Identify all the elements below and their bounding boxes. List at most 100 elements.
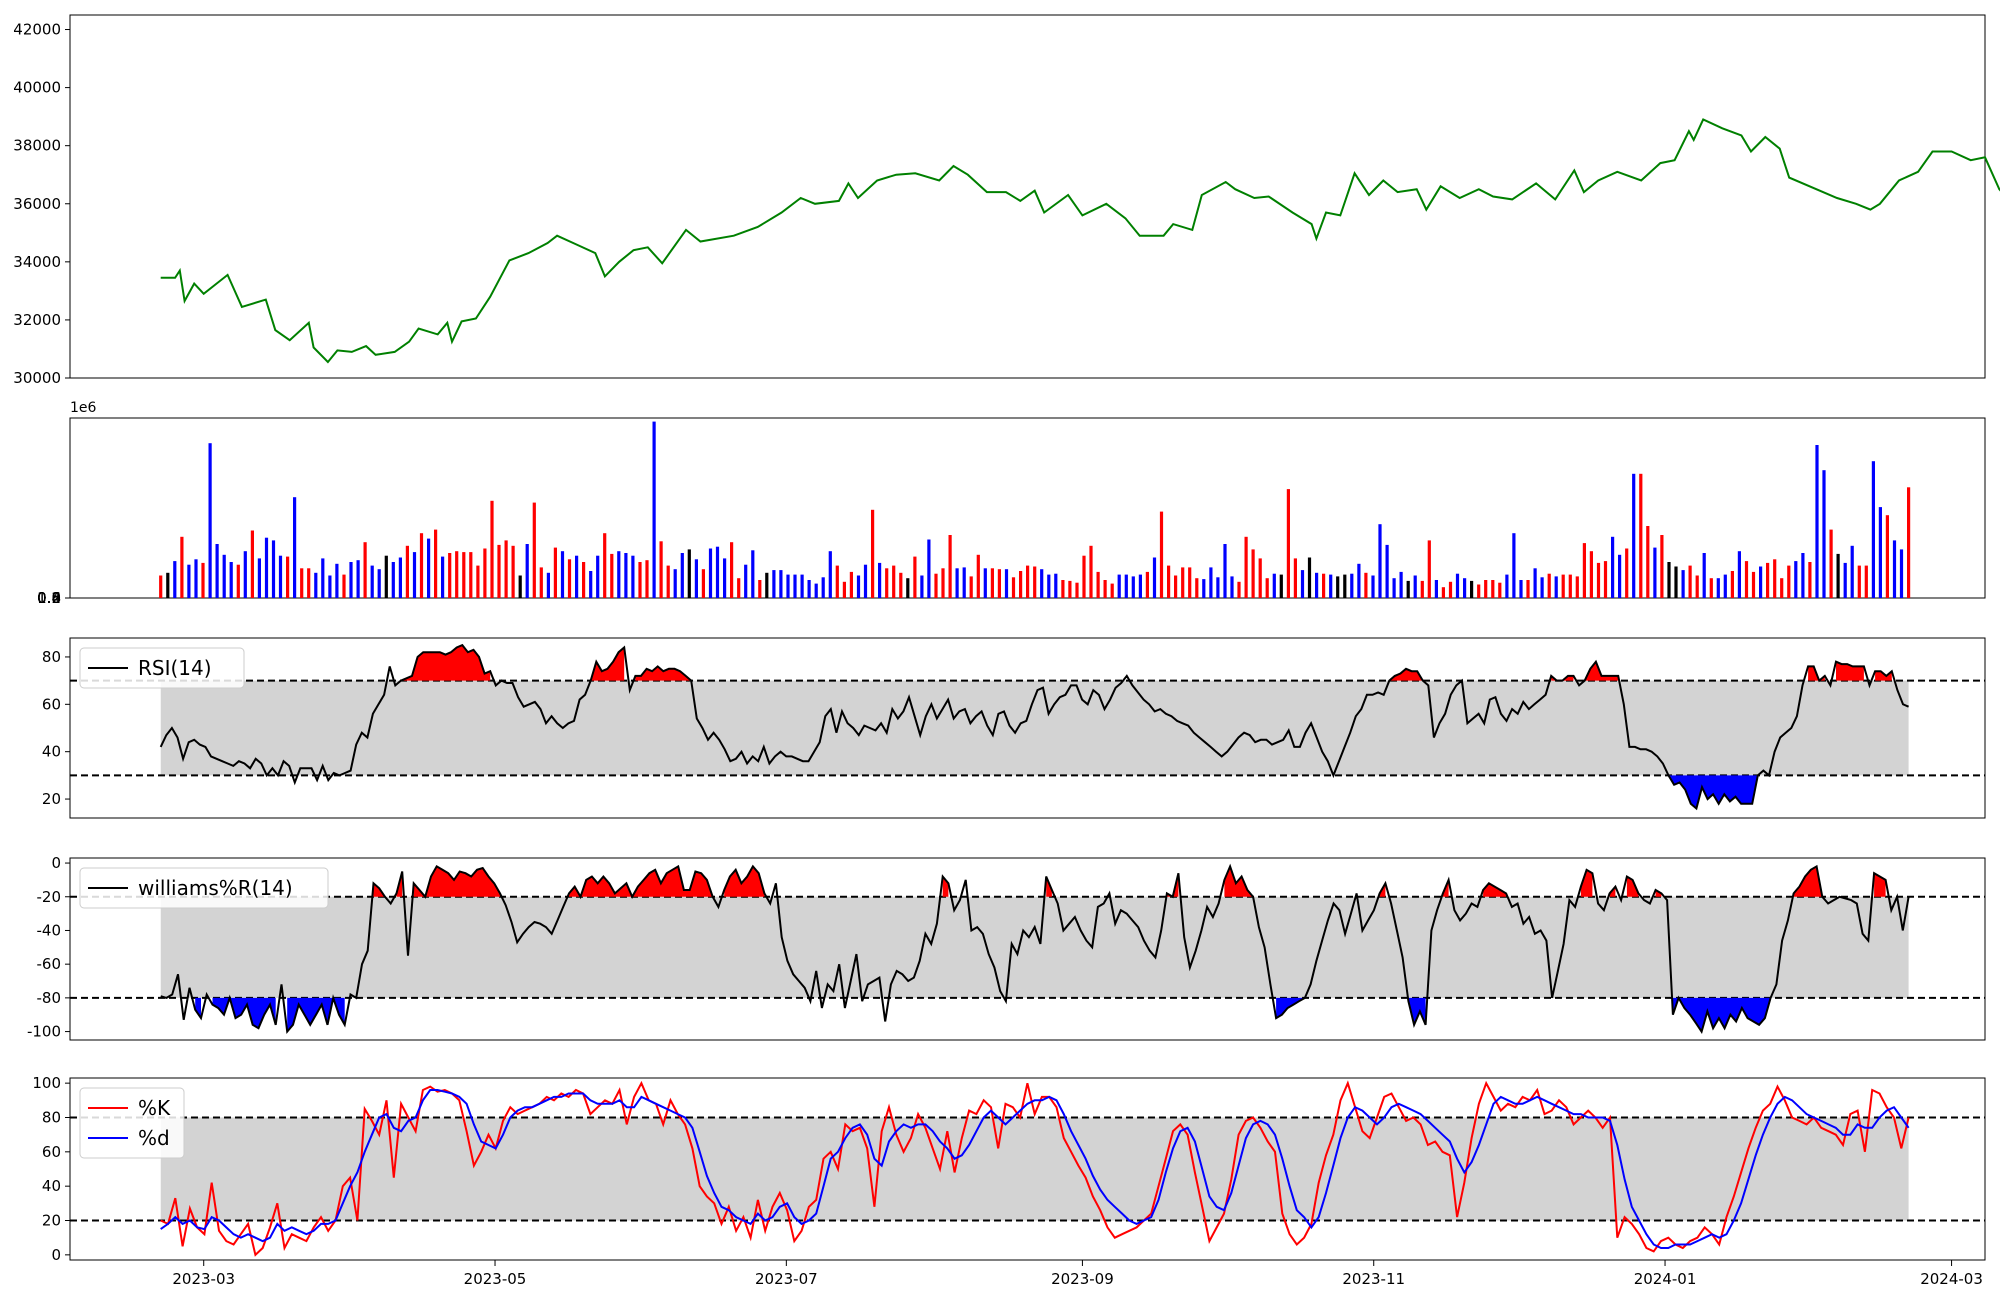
volume-bar [1723,574,1727,598]
volume-bar [1751,571,1756,598]
rsi-overbought-fill [635,666,692,681]
x-tick-label: 2023-03 [172,1270,235,1288]
volume-bar [1315,572,1319,598]
volume-bar [941,568,945,598]
volume-bar [920,575,924,598]
volume-bar [293,497,297,598]
volume-bar [800,574,804,598]
volume-bar [892,565,896,598]
volume-bar [871,509,875,598]
volume-bar [1385,544,1389,598]
volume-bar [1787,565,1791,598]
volume-bar [1145,571,1149,598]
volume-bar [448,553,452,598]
volume-bar [335,563,339,598]
williams-legend-box [79,867,329,909]
y-tick-label: -20 [37,888,62,906]
volume-bar [427,538,431,598]
y-tick-label: 34000 [13,253,61,271]
y-tick-label: -100 [27,1023,61,1041]
volume-bar [1702,553,1706,598]
volume-bar [370,565,374,598]
volume-bar [187,564,191,598]
rsi-legend-box [79,647,245,689]
volume-bar [1484,580,1488,598]
volume-bar [1611,536,1615,598]
volume-bar [983,568,987,598]
volume-bar [1709,578,1713,598]
volume-bar [899,572,903,598]
volume-bar [1223,544,1227,598]
volume-bar [793,574,797,598]
volume-bar [610,553,614,598]
volume-bar [1808,562,1812,598]
volume-bar [462,552,466,598]
volume-bar [624,553,628,598]
y-tick-label: 0 [51,854,61,872]
volume-bar [1695,575,1699,598]
volume-bar [730,542,734,598]
volume-bar [1167,565,1171,598]
volume-bar [1082,555,1086,598]
volume-bar [1660,535,1664,598]
volume-bar [948,535,952,598]
y-tick-label: 0.8 [37,589,61,607]
volume-bar [1202,579,1206,598]
volume-bar [1441,587,1445,598]
panel-frame-1 [69,14,1986,379]
y-tick-label: 80 [42,1108,61,1126]
volume-bar [582,562,586,598]
volume-bar [1251,549,1255,598]
x-tick-label: 2023-05 [464,1270,527,1288]
volume-bar [553,547,557,598]
y-tick-label: 0.6 [37,589,61,607]
volume-bar [828,551,832,598]
volume-bar [511,545,515,598]
volume-bar [1843,562,1847,598]
volume-bar [1899,549,1904,598]
y-tick-label: 0.0 [37,589,61,607]
volume-bar [1124,574,1128,598]
volume-bar [1766,562,1770,598]
volume-bar [1477,584,1481,598]
volume-bar [278,555,283,598]
williams-legend-label: williams%R(14) [138,876,293,900]
volume-bar [885,568,889,598]
volume-bar [560,551,565,598]
volume-bar [701,569,705,598]
volume-bar [1822,470,1826,598]
volume-bar [715,546,720,598]
volume-bar [208,443,212,598]
volume-bar [264,537,269,598]
williams-overbought-fill [1166,873,1179,897]
volume-bar [504,540,508,598]
rsi-overbought-fill [400,645,491,681]
volume-bar [455,551,459,598]
volume-bar [1286,489,1290,598]
volume-bar [1399,571,1403,598]
y-tick-label: 100 [32,1074,61,1092]
williams-overbought-fill [1483,883,1507,897]
volume-bar [321,558,325,598]
volume-bar [546,572,550,598]
williams-overbought-fill [1224,866,1254,897]
volume-bar [1181,567,1185,598]
volume-bar [1054,573,1058,598]
volume-bar [1357,563,1361,598]
volume-bar [1589,551,1593,598]
volume-bar [878,562,882,598]
volume-bar [758,580,762,598]
volume-bar [349,562,353,598]
volume-bar [1061,580,1065,598]
volume-bar [1195,578,1199,598]
y-tick-label: 80 [42,648,61,666]
volume-bar [589,571,593,598]
rsi-legend-label: RSI(14) [138,656,212,680]
volume-bar [1336,576,1340,598]
rsi-overbought-fill [1875,671,1892,681]
volume-bar [596,555,600,598]
volume-bar [1857,565,1861,598]
volume-bar [201,562,205,598]
volume-bar [1209,567,1213,598]
